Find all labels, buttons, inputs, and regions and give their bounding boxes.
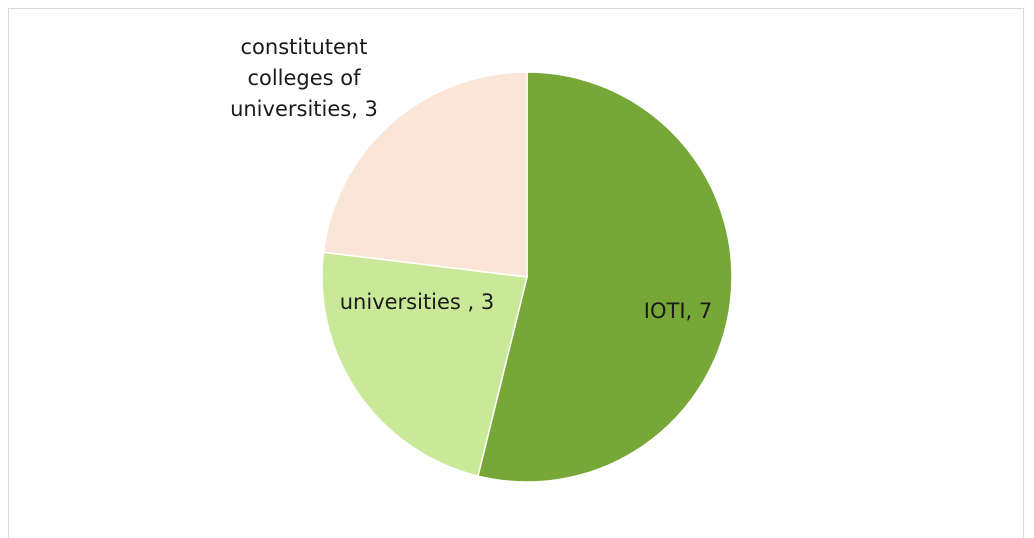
chart-area <box>8 8 1024 538</box>
pie-slice-1 <box>477 71 733 483</box>
pie-slice-3 <box>322 71 528 278</box>
slice-label-3: constitutent colleges of universities, 3 <box>230 35 378 121</box>
pie-slices <box>321 71 733 483</box>
slice-label-1: IOTI, 7 <box>644 299 712 323</box>
pie-slice-2 <box>321 251 528 477</box>
pie-labels: IOTI, 7 universities , 3 constitutent colle… <box>230 35 712 323</box>
slice-label-2: universities , 3 <box>340 290 495 314</box>
